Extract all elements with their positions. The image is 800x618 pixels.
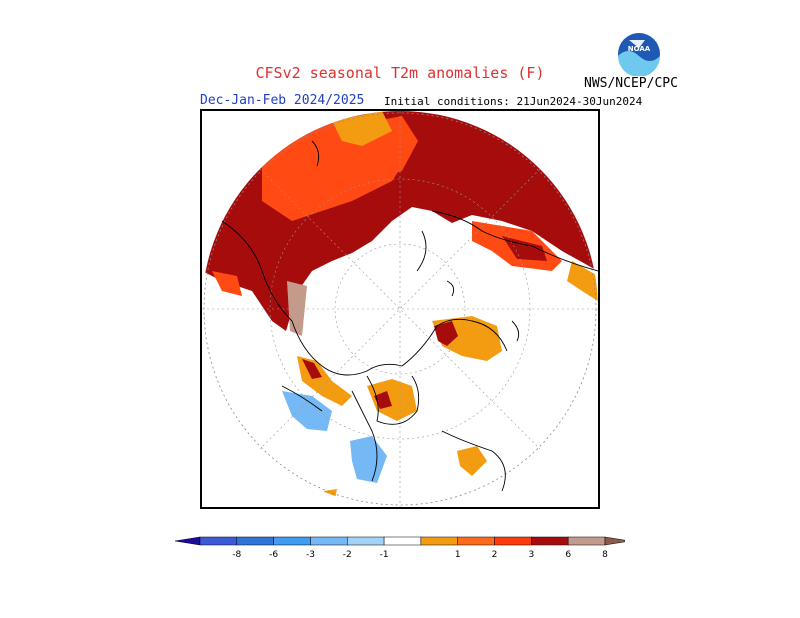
anomaly-region-west-asia [212,271,242,296]
colorbar-swatch [310,536,348,546]
anomaly-region-alaska-dark [302,359,322,379]
colorbar-tick-label: -6 [269,550,278,560]
colorbar-tick-label: -3 [306,550,315,560]
chart-title: CFSv2 seasonal T2m anomalies (F) [255,64,545,82]
colorbar-swatch [347,536,385,546]
colorbar-swatch [420,536,458,546]
initial-conditions-label: Initial conditions: 21Jun2024-30Jun2024 [384,95,643,108]
colorbar-swatch [567,536,606,546]
colorbar-tick-label: -1 [380,550,389,560]
colorbar-swatch [531,536,569,546]
anomaly-region-small-orange [324,489,337,499]
anomaly-region-north-america [567,261,598,301]
anomaly-region-pacific-cool-2 [350,436,387,483]
polar-map-svg [202,111,598,507]
anomaly-map [200,109,600,509]
noaa-logo-icon: NOAA [618,33,660,76]
logo-text: NOAA [628,45,651,53]
agency-label: NWS/NCEP/CPC [584,76,678,91]
colorbar-swatch [383,536,422,546]
colorbar-tick-label: 6 [565,550,571,560]
season-label: Dec-Jan-Feb 2024/2025 [200,93,365,108]
colorbar-tick-label: -8 [232,550,241,560]
colorbar-arrow-left [175,536,201,546]
colorbar-swatch [236,536,274,546]
colorbar-swatch [457,536,495,546]
anomaly-region-greenland-red [374,391,392,409]
colorbar-swatch [199,536,238,546]
anomaly-region-greenland [367,379,417,421]
colorbar-tick-label: 3 [528,550,534,560]
anomaly-region-orange-top [332,111,392,146]
colorbar-tick-label: 2 [492,550,498,560]
colorbar-arrow-right [604,536,625,546]
colorbar-swatch [494,536,532,546]
colorbar: -8 -6 -3 -2 -1 1 2 3 6 8 [175,536,625,560]
colorbar-tick-label: -2 [343,550,352,560]
anomaly-region-africa [457,446,487,476]
colorbar-tick-label: 8 [602,550,608,560]
colorbar-swatch [273,536,311,546]
colorbar-tick-label: 1 [455,550,461,560]
anomaly-region-brown [287,281,307,336]
anomaly-region-pacific-cool [282,391,332,431]
anomaly-region-europe-dark [434,321,458,346]
coastlines [221,140,598,492]
